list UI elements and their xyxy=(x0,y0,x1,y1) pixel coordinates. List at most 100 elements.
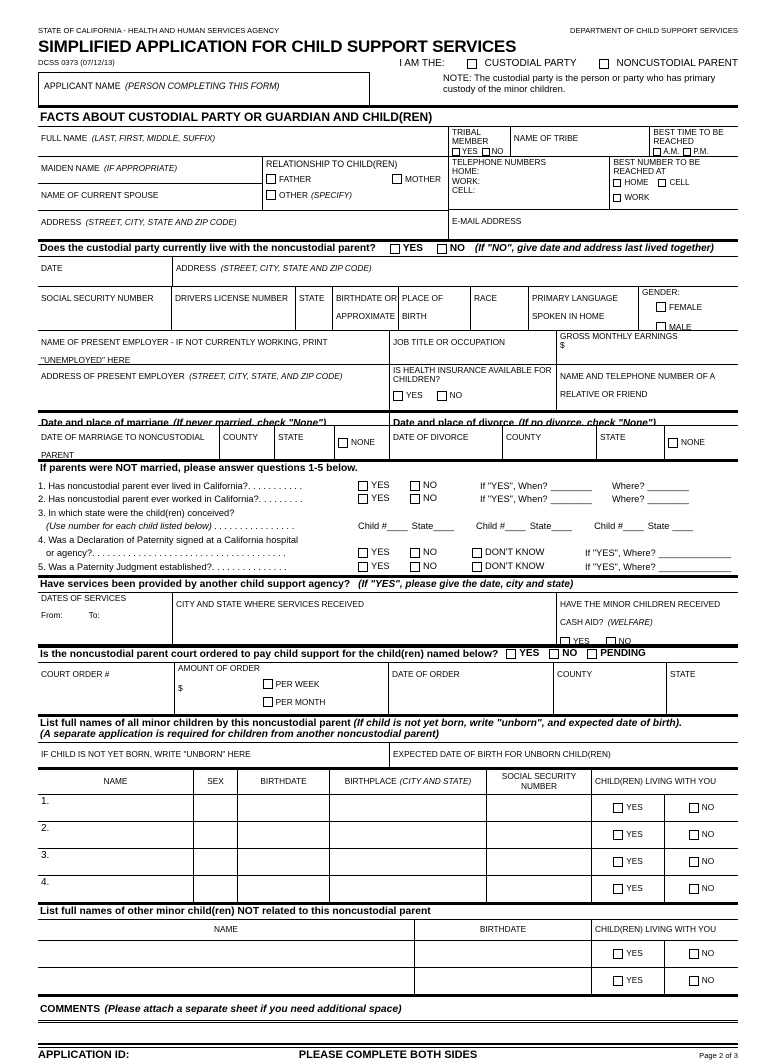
drivers-license-field[interactable]: DRIVERS LICENSE NUMBER xyxy=(172,287,296,330)
q3-child2-blank[interactable]: ____ xyxy=(505,521,526,531)
q4-dont-know-checkbox[interactable] xyxy=(472,548,482,558)
child-row-2-no-checkbox[interactable] xyxy=(688,829,699,840)
q3-state3-blank[interactable]: ____ xyxy=(672,521,694,531)
date-of-order-field[interactable]: DATE OF ORDER xyxy=(389,662,554,714)
best-work-option[interactable]: WORK xyxy=(613,193,649,202)
best-work-checkbox[interactable] xyxy=(613,193,622,202)
address-field[interactable]: ADDRESS (STREET, CITY, STATE AND ZIP COD… xyxy=(38,211,448,239)
per-month-option[interactable]: PER MONTH xyxy=(262,696,325,707)
child-row-3-birthdate-field[interactable] xyxy=(238,848,330,875)
q5-yes-checkbox[interactable] xyxy=(358,561,368,572)
best-home-checkbox[interactable] xyxy=(613,178,622,187)
female-option[interactable]: FEMALE xyxy=(656,302,702,313)
father-checkbox[interactable] xyxy=(266,173,276,184)
child-row-1-ssn-field[interactable] xyxy=(487,794,592,821)
q2-where-blank[interactable]: ________ xyxy=(647,494,689,504)
q2-no-option[interactable]: NO xyxy=(410,494,480,504)
employer-address-field[interactable]: ADDRESS OF PRESENT EMPLOYER (STREET, CIT… xyxy=(38,365,390,410)
insurance-no-option[interactable]: NO xyxy=(436,390,462,401)
q5-yes-option[interactable]: YES xyxy=(358,561,410,572)
insurance-yes-checkbox[interactable] xyxy=(393,390,403,401)
marriage-none-option[interactable]: NONE xyxy=(338,437,375,448)
marriage-date-field[interactable]: DATE OF MARRIAGE TO NONCUSTODIAL PARENT xyxy=(38,426,220,459)
other-row-1-yes-checkbox[interactable] xyxy=(613,948,624,959)
child-row-3-yes-checkbox[interactable] xyxy=(613,856,624,867)
q1-no-checkbox[interactable] xyxy=(410,480,420,491)
q1-yes-checkbox[interactable] xyxy=(358,480,368,491)
other-row-2-no-checkbox[interactable] xyxy=(688,975,699,986)
court-order-number-field[interactable]: COURT ORDER # xyxy=(38,662,175,714)
child-row-4-name-field[interactable]: 4. xyxy=(38,875,194,902)
court-yes-checkbox[interactable] xyxy=(506,649,517,659)
am-option[interactable]: A.M. xyxy=(653,147,679,156)
pm-option[interactable]: P.M. xyxy=(683,147,708,156)
q4-no-option[interactable]: NO xyxy=(410,548,472,558)
q2-when-blank[interactable]: ________ xyxy=(550,494,592,504)
best-cell-checkbox[interactable] xyxy=(658,178,667,187)
order-state-field[interactable]: STATE xyxy=(667,663,738,714)
q5-dont-know-option[interactable]: DON'T KNOW xyxy=(472,561,585,572)
q4-yes-checkbox[interactable] xyxy=(358,548,368,558)
child-row-1-name-field[interactable]: 1. xyxy=(38,794,194,821)
unborn-field[interactable]: IF CHILD IS NOT YET BORN, WRITE "UNBORN"… xyxy=(38,742,390,767)
q5-no-checkbox[interactable] xyxy=(410,561,420,572)
tribal-yes-option[interactable]: YES xyxy=(452,147,478,156)
tribal-yes-checkbox[interactable] xyxy=(452,147,460,156)
q3-child3-blank[interactable]: ____ xyxy=(623,521,644,531)
tribe-name-field[interactable]: NAME OF TRIBE xyxy=(511,127,651,156)
per-week-checkbox[interactable] xyxy=(262,678,273,689)
female-checkbox[interactable] xyxy=(656,302,666,313)
order-county-field[interactable]: COUNTY xyxy=(554,662,667,714)
best-home-option[interactable]: HOME xyxy=(613,178,648,187)
q4-dont-know-option[interactable]: DON'T KNOW xyxy=(472,548,585,558)
court-pending-option[interactable]: PENDING xyxy=(587,649,646,659)
live-yes-option[interactable]: YES xyxy=(389,243,423,254)
q1-yes-option[interactable]: YES xyxy=(358,480,410,491)
child-row-3-no-option[interactable]: NO xyxy=(688,856,714,867)
q4-yes-option[interactable]: YES xyxy=(358,548,410,558)
child-row-4-no-checkbox[interactable] xyxy=(688,883,699,894)
male-option[interactable]: MALE xyxy=(656,322,692,330)
q2-no-checkbox[interactable] xyxy=(410,494,420,504)
services-city-state-field[interactable]: CITY AND STATE WHERE SERVICES RECEIVED xyxy=(173,592,557,644)
full-name-field[interactable]: FULL NAME (LAST, FIRST, MIDDLE, SUFFIX) xyxy=(38,127,448,156)
child-row-2-birthplace-field[interactable] xyxy=(330,821,487,848)
pm-checkbox[interactable] xyxy=(683,147,692,156)
place-of-birth-field[interactable]: PLACE OF BIRTH xyxy=(399,287,471,330)
marriage-state-field[interactable]: STATE xyxy=(275,426,335,459)
q1-where-blank[interactable]: ________ xyxy=(647,480,689,491)
best-cell-option[interactable]: CELL xyxy=(658,178,689,187)
comments-field[interactable] xyxy=(38,1023,738,1043)
ssn-field[interactable]: SOCIAL SECURITY NUMBER xyxy=(38,287,172,330)
cash-aid-no-checkbox[interactable] xyxy=(605,636,616,644)
q5-dont-know-checkbox[interactable] xyxy=(472,561,482,572)
child-row-1-no-checkbox[interactable] xyxy=(688,802,699,813)
noncustodial-parent-option[interactable]: NONCUSTODIAL PARENT xyxy=(598,58,738,69)
court-pending-checkbox[interactable] xyxy=(587,649,598,659)
mother-checkbox[interactable] xyxy=(392,173,403,184)
race-field[interactable]: RACE xyxy=(471,287,529,330)
other-row-2-name-field[interactable] xyxy=(38,967,415,994)
custodial-party-checkbox[interactable] xyxy=(466,58,477,69)
q2-yes-option[interactable]: YES xyxy=(358,494,410,504)
child-row-4-ssn-field[interactable] xyxy=(487,875,592,902)
live-no-checkbox[interactable] xyxy=(436,243,447,254)
child-row-4-birthdate-field[interactable] xyxy=(238,875,330,902)
noncustodial-parent-checkbox[interactable] xyxy=(598,58,609,69)
q3-child1-blank[interactable]: ____ xyxy=(386,521,408,531)
child-row-1-sex-field[interactable] xyxy=(194,794,238,821)
per-month-checkbox[interactable] xyxy=(262,696,273,707)
other-option[interactable]: OTHER (SPECIFY) xyxy=(266,189,352,200)
child-row-1-birthplace-field[interactable] xyxy=(330,794,487,821)
child-row-2-no-option[interactable]: NO xyxy=(688,829,714,840)
dl-state-field[interactable]: STATE xyxy=(296,287,333,330)
child-row-1-yes-option[interactable]: YES xyxy=(613,802,643,813)
email-field[interactable]: E-MAIL ADDRESS xyxy=(449,210,738,238)
other-row-1-name-field[interactable] xyxy=(38,940,415,967)
child-row-3-ssn-field[interactable] xyxy=(487,848,592,875)
child-row-2-birthdate-field[interactable] xyxy=(238,821,330,848)
child-row-3-sex-field[interactable] xyxy=(194,848,238,875)
child-row-3-birthplace-field[interactable] xyxy=(330,848,487,875)
tribal-no-checkbox[interactable] xyxy=(481,147,490,156)
tribal-no-option[interactable]: NO xyxy=(481,147,503,156)
